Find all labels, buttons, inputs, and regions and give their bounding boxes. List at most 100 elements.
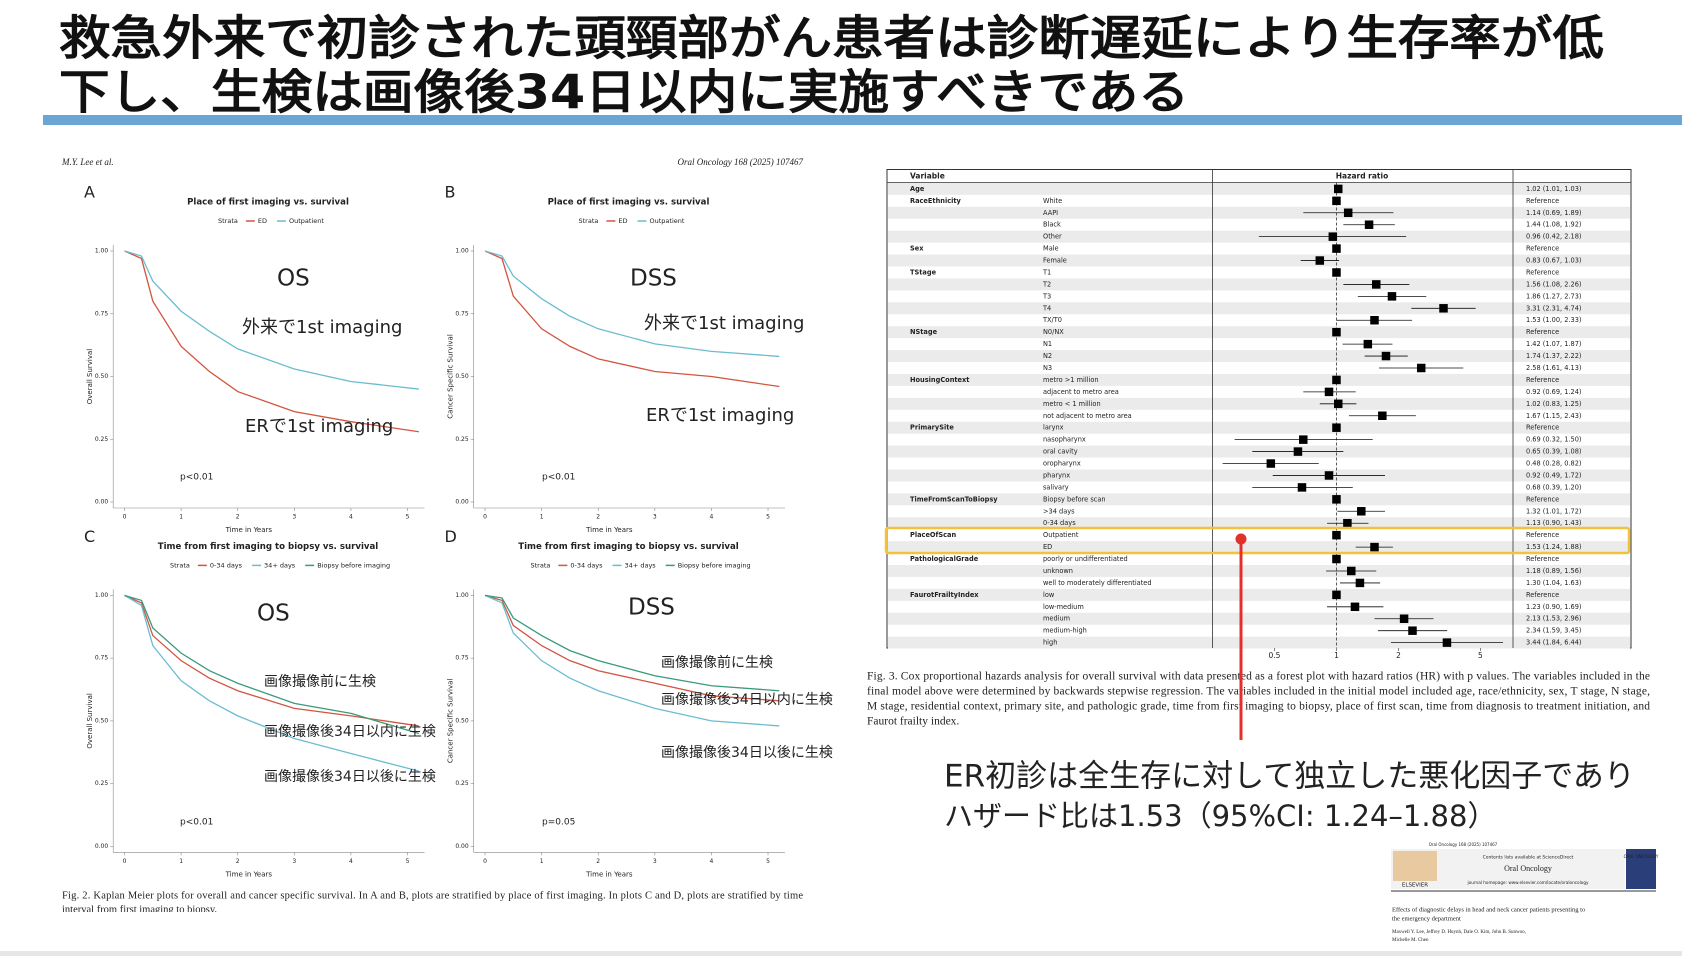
hr-marker	[1328, 232, 1338, 241]
variable-name: RaceEthnicity	[910, 197, 962, 205]
level-name: T3	[1042, 292, 1051, 300]
level-name: AAPI	[1043, 209, 1058, 217]
legend-label: 0-34 days	[210, 561, 243, 569]
row-shade	[888, 350, 1630, 363]
survival-curve	[484, 594, 780, 692]
variable-name: PathologicalGrade	[910, 555, 979, 563]
level-name: Outpatient	[1043, 531, 1079, 539]
row-shade	[888, 302, 1630, 315]
level-name: nasopharynx	[1043, 436, 1086, 444]
hr-label: 0.83 (0.67, 1.03)	[1526, 257, 1581, 265]
row-shade	[888, 565, 1630, 577]
hr-marker	[1332, 423, 1341, 432]
variable-name: NStage	[910, 328, 938, 336]
hr-label: 1.86 (1.27, 2.73)	[1526, 292, 1581, 300]
variable-name: HousingContext	[910, 376, 969, 384]
row-shade	[888, 541, 1630, 554]
y-axis-label: Overall Survival	[86, 693, 94, 749]
x-tick-label: 5	[406, 858, 410, 865]
survival-curve	[484, 250, 780, 388]
annotation: 画像撮像後34日以後に生検	[264, 768, 436, 785]
annotation: OS	[257, 601, 290, 627]
legend-title: Strata	[579, 217, 599, 225]
hr-label: Reference	[1526, 591, 1559, 599]
x-axis-label: Time in Years	[585, 526, 633, 534]
column-header: Hazard ratio	[1336, 172, 1389, 181]
x-tick-label: 1	[540, 858, 544, 865]
legend-title: Strata	[170, 561, 190, 569]
hr-label: 1.42 (1.07, 1.87)	[1526, 340, 1581, 348]
level-name: poorly or undifferentiated	[1043, 555, 1128, 563]
hr-marker	[1350, 602, 1360, 612]
hr-marker	[1442, 638, 1452, 647]
y-tick-label: 1.00	[455, 248, 469, 255]
forest-plot: Variable Hazard ratio 0.5 1 2 5 Age 1.02 (1.01,…	[886, 169, 1632, 660]
annotation: DSS	[628, 595, 675, 621]
y-tick-label: 0.25	[95, 780, 109, 787]
level-name: Black	[1043, 221, 1061, 229]
hr-label: 1.18 (0.89, 1.56)	[1526, 567, 1581, 575]
hr-label: 2.13 (1.53, 2.96)	[1526, 615, 1581, 623]
x-tick-label: 2	[1396, 651, 1401, 660]
hr-marker	[1332, 375, 1341, 385]
caption-line: interval from first imaging to biopsy.	[62, 904, 217, 915]
x-tick-label: 2	[596, 514, 600, 521]
y-tick-label: 0.50	[455, 373, 469, 380]
hr-marker	[1266, 459, 1276, 468]
hr-label: 1.32 (1.01, 1.72)	[1526, 507, 1581, 515]
row-shade	[888, 182, 1630, 195]
hr-marker	[1381, 351, 1391, 361]
panel-letter: A	[84, 183, 95, 202]
annotation: 画像撮像前に生検	[661, 654, 773, 671]
panel-letter: B	[445, 183, 456, 202]
x-tick-label: 2	[236, 858, 240, 865]
row-shade	[888, 373, 1630, 386]
hr-label: 1.56 (1.08, 2.26)	[1526, 280, 1581, 288]
hr-label: Reference	[1526, 376, 1559, 384]
level-name: medium-high	[1043, 627, 1087, 635]
legend-label: 34+ days	[625, 561, 657, 569]
annotation: p<0.01	[180, 473, 213, 483]
hr-marker	[1371, 280, 1381, 289]
x-tick-label: 5	[766, 514, 770, 521]
hr-label: 0.92 (0.49, 1.72)	[1526, 471, 1581, 479]
x-tick-label: 5	[406, 514, 410, 521]
level-name: T4	[1042, 304, 1051, 312]
hr-marker	[1439, 304, 1448, 313]
caption-line: Fig. 2. Kaplan Meier plots for overall a…	[62, 890, 803, 901]
level-name: Male	[1043, 245, 1059, 253]
figure-caption: Fig. 2. Kaplan Meier plots for overall a…	[62, 890, 803, 915]
hr-marker	[1315, 256, 1325, 265]
level-name: unknown	[1043, 567, 1073, 575]
hr-label: 1.02 (1.01, 1.03)	[1526, 185, 1581, 193]
hr-label: 0.92 (0.69, 1.24)	[1526, 388, 1581, 396]
hr-marker	[1332, 244, 1341, 253]
hr-marker	[1370, 542, 1379, 552]
level-name: N2	[1043, 352, 1052, 360]
km-panel: C Time from first imaging to biopsy vs. s…	[84, 527, 436, 879]
variable-name: TStage	[910, 268, 937, 276]
annotation: ERで1st imaging	[646, 405, 794, 426]
level-name: N3	[1043, 364, 1052, 372]
x-tick-label: 0	[123, 858, 127, 865]
annotation: 外来で1st imaging	[242, 317, 402, 338]
row-shade	[888, 517, 1630, 530]
hr-label: Reference	[1526, 245, 1559, 253]
hr-label: 0.65 (0.39, 1.08)	[1526, 448, 1581, 456]
annotation: 画像撮像後34日以内に生検	[264, 723, 436, 740]
annotation: ERで1st imaging	[245, 416, 393, 437]
x-tick-label: 3	[292, 858, 296, 865]
y-tick-label: 0.50	[455, 717, 469, 724]
hr-marker	[1332, 268, 1341, 277]
annotation: p<0.01	[542, 473, 575, 483]
paper-thumbnail: Oral Oncology 168 (2025) 107467 ELSEVIER…	[1391, 842, 1659, 943]
x-tick-label: 4	[710, 858, 714, 865]
x-tick-label: 3	[653, 514, 657, 521]
x-tick-label: 2	[596, 858, 600, 865]
panel-title: Time from first imaging to biopsy vs. su…	[518, 542, 739, 552]
y-tick-label: 0.25	[455, 436, 469, 443]
annotation: OS	[277, 266, 310, 292]
hr-label: 0.69 (0.32, 1.50)	[1526, 436, 1581, 444]
y-tick-label: 0.50	[95, 373, 109, 380]
slide-title: 救急外来で初診された頭頸部がん患者は診断遅延により生存率が低	[59, 12, 1604, 67]
